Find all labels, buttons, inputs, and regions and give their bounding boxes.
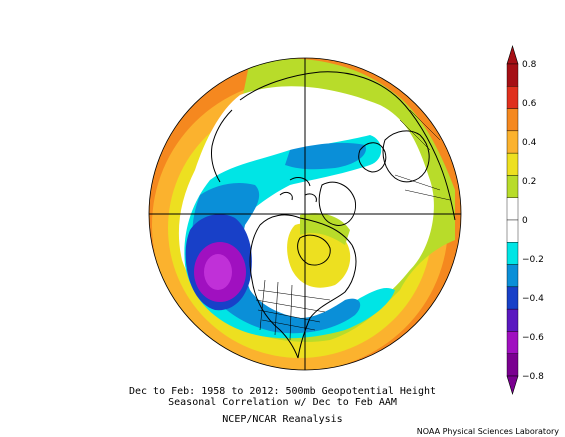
- asia-coast-outline: [211, 109, 233, 183]
- arctic-islands-outline: [279, 177, 317, 203]
- colorbar-segment: [506, 353, 519, 377]
- colorbar: 0.8 0.6 0.4 0.2 0 −0.2 −0.4 −0.6 −0.8: [506, 44, 544, 396]
- caption-title: Dec to Feb: 1958 to 2012: 500mb Geopoten…: [128, 386, 437, 397]
- colorbar-tick-label: −0.4: [522, 294, 544, 304]
- colorbar-segment: [506, 175, 519, 198]
- colorbar-top-arrow: [506, 44, 519, 65]
- north-america-outline: [249, 214, 357, 359]
- colorbar-segment: [506, 63, 519, 87]
- colorbar-segment: [506, 286, 519, 310]
- canada-positive-region: [287, 223, 351, 288]
- colorbar-tick-label: 0.8: [522, 60, 537, 70]
- colorbar-segment: [506, 86, 519, 109]
- colorbar-segment: [506, 197, 519, 221]
- hudson-bay-outline: [297, 234, 331, 266]
- colorbar-tick-label: 0.2: [522, 177, 536, 187]
- colorbar-segment: [506, 152, 519, 176]
- colorbar-tick-label: −0.6: [522, 333, 544, 343]
- colorbar-bottom-arrow: [506, 375, 519, 396]
- caption-source: NCEP/NCAR Reanalysis: [222, 414, 343, 425]
- colorbar-segment: [506, 130, 519, 154]
- scandinavia-outline: [358, 142, 387, 173]
- colorbar-segment: [506, 242, 519, 265]
- colorbar-tick-label: −0.8: [522, 372, 544, 382]
- europe-outline: [382, 130, 430, 183]
- colorbar-tick-label: 0.4: [522, 138, 537, 148]
- colorbar-tick-label: −0.2: [522, 255, 544, 265]
- colorbar-segment: [506, 308, 519, 332]
- greenland-outline: [318, 181, 357, 226]
- colorbar-tick-label: 0: [522, 216, 528, 226]
- colorbar-segment: [506, 108, 519, 132]
- violet-center: [204, 254, 232, 290]
- colorbar-segment: [506, 331, 519, 354]
- polar-map-disc: [149, 58, 461, 370]
- caption-subtitle: Seasonal Correlation w/ Dec to Feb AAM: [168, 397, 397, 408]
- colorbar-segment: [506, 264, 519, 288]
- coastlines: [211, 71, 456, 359]
- eurasia-outline: [239, 71, 456, 221]
- colorbar-segment: [506, 219, 519, 243]
- colorbar-tick-label: 0.6: [522, 99, 537, 109]
- map-border: [148, 57, 462, 371]
- us-state-grid: [255, 279, 331, 341]
- credit-label: NOAA Physical Sciences Laboratory: [416, 427, 559, 436]
